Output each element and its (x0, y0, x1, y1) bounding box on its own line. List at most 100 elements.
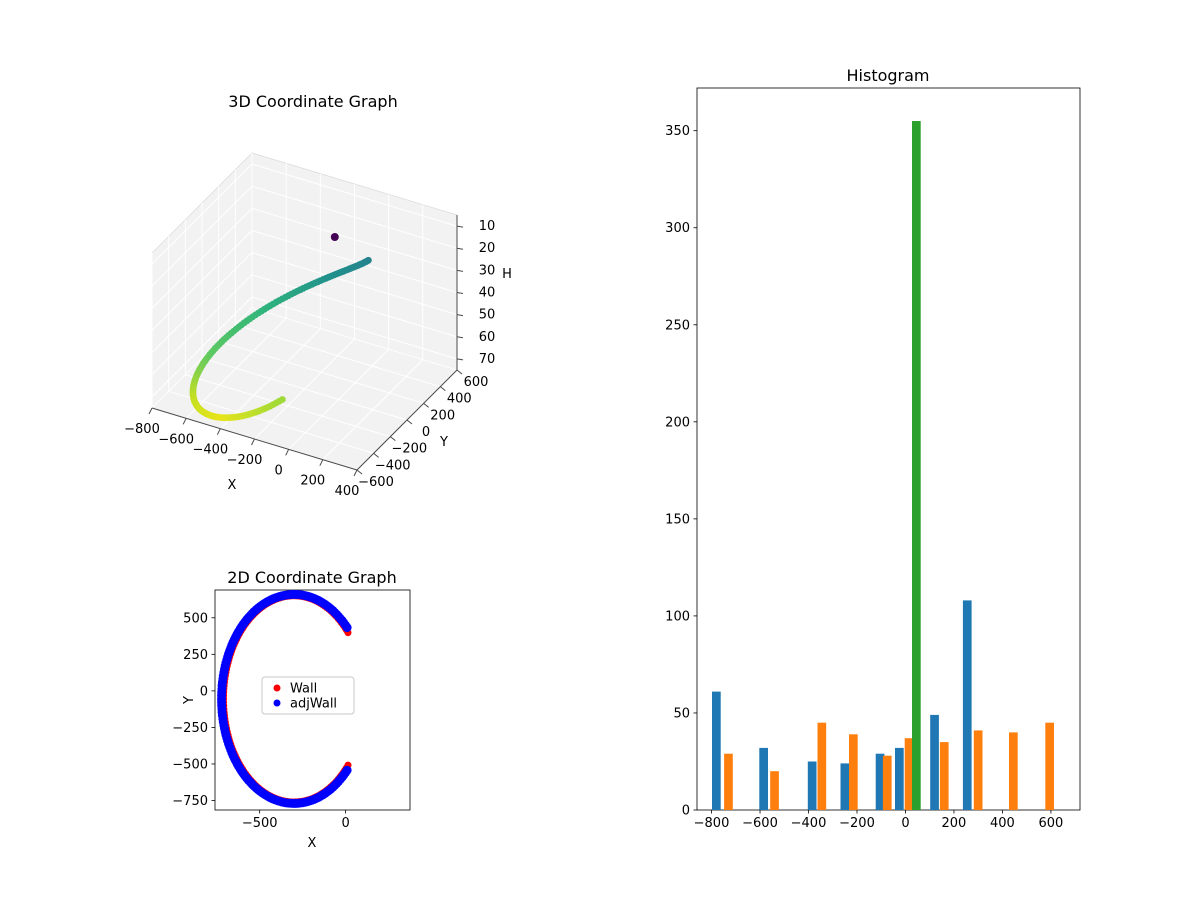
tick-mark (456, 314, 464, 317)
y-tick-label: 200 (430, 408, 455, 423)
z-tick-label: 50 (479, 308, 496, 323)
gridline-z (151, 185, 458, 287)
gridline-y (201, 203, 408, 421)
plot-3d-axes: −800−600−400−2000200400−600−400−20002004… (124, 215, 495, 499)
tick-mark (406, 419, 413, 425)
plot-histogram-body: −800 −600 −400 −200 0 200 400 600 0 50 100 150 200 25… (665, 87, 1081, 831)
legend-marker-Wall (273, 684, 281, 692)
x-tick-label: 0 (901, 816, 909, 831)
histogram-bar (1009, 732, 1018, 810)
histogram-bar (840, 763, 850, 810)
histogram-bar (770, 771, 779, 810)
x-tick-label: −200 (227, 453, 263, 468)
histogram-bar (895, 747, 904, 810)
plot-3d-title: 3D Coordinate Graph (228, 92, 397, 111)
axis-ticks: −800 −600 −400 −200 0 200 400 600 0 50 100 150 200 25… (665, 124, 1063, 831)
gridline-y (234, 169, 441, 388)
histogram-bar (882, 755, 892, 810)
plot-2d-ylabel: Y (182, 696, 197, 705)
tick-mark (216, 428, 221, 435)
histogram-bar (712, 691, 721, 810)
wall-3d-point (279, 396, 286, 403)
histogram-bar (962, 600, 972, 810)
legend-label: adjWall (290, 697, 337, 712)
y-tick-label: −400 (375, 458, 411, 473)
scatter-series-adjWall (217, 589, 352, 808)
y-tick-label: −750 (172, 794, 208, 809)
y-tick-label: 250 (183, 648, 208, 663)
bar-series-series-blue (712, 600, 972, 810)
x-tick-label: −600 (158, 432, 194, 447)
y-tick-label: 0 (422, 425, 430, 440)
y-tick-label: 500 (183, 611, 208, 626)
y-tick-label: 400 (447, 392, 472, 407)
gridline-y (184, 219, 391, 438)
bar-series-series-green (912, 121, 921, 810)
x-tick-label: −800 (124, 422, 160, 437)
legend-marker-adjWall (273, 699, 281, 707)
gridline-z (151, 296, 458, 398)
tick-mark (285, 449, 290, 456)
y-tick-label: 0 (200, 684, 208, 699)
y-tick-label: 250 (665, 318, 690, 333)
axis-ticks: −500 0 −750 −500 −250 0 250 500 (172, 611, 349, 831)
z-tick-label: 10 (479, 219, 496, 234)
gridline-y (168, 236, 374, 454)
plot-3d-xlabel: X (228, 478, 237, 493)
x-tick-label: 600 (1038, 816, 1063, 831)
y-tick-label: 350 (665, 124, 690, 139)
plot-2d-title: 2D Coordinate Graph (227, 568, 396, 587)
x-tick-label: 0 (275, 463, 283, 478)
plot-3d-data (189, 233, 372, 422)
plot-histogram: −800 −600 −400 −200 0 200 400 600 0 50 100 150 200 25… (665, 66, 1081, 831)
gridline-y (251, 153, 458, 371)
x-tick-label: −200 (839, 816, 875, 831)
histogram-bar (724, 753, 733, 810)
y-tick-label: 50 (673, 706, 690, 721)
histogram-bar (973, 730, 983, 810)
plot-3d-zlabel: H (502, 267, 512, 282)
tick-mark (456, 292, 464, 294)
histogram-bar (904, 738, 914, 810)
y-tick-label: 150 (665, 512, 690, 527)
histogram-bar (912, 121, 921, 810)
x-tick-label: −800 (694, 816, 730, 831)
tick-mark (456, 225, 464, 228)
y-tick-label: 600 (464, 375, 489, 390)
x-tick-label: 0 (341, 816, 349, 831)
y-tick-label: −250 (172, 721, 208, 736)
tick-mark (356, 469, 363, 475)
tick-mark (423, 402, 429, 408)
histogram-bar (807, 761, 817, 810)
plot-3d-ylabel: Y (439, 435, 448, 450)
tick-mark (456, 247, 464, 250)
x-tick-label: 200 (300, 474, 325, 489)
y-tick-label: −500 (172, 757, 208, 772)
legend-label: Wall (290, 682, 317, 697)
gridline-z (151, 229, 458, 331)
histogram-bar (817, 722, 827, 810)
tick-mark (390, 436, 396, 442)
tick-mark (456, 269, 464, 272)
axes-frame (696, 87, 1081, 811)
gridline-z (151, 207, 458, 309)
x-tick-label: −400 (192, 443, 228, 458)
histogram-bar (939, 742, 949, 810)
tick-mark (440, 386, 446, 392)
z-tick-label: 60 (479, 330, 496, 345)
tick-mark (353, 469, 358, 477)
y-tick-label: 0 (682, 804, 690, 819)
tick-mark (319, 459, 324, 466)
gridline-z (151, 163, 458, 265)
plot-2d-xlabel: X (308, 836, 317, 851)
histogram-bar (759, 747, 768, 810)
tick-mark (251, 438, 255, 446)
y-tick-label: 100 (665, 609, 690, 624)
bar-series-series-orange (724, 722, 1054, 810)
histogram-title: Histogram (847, 66, 930, 85)
